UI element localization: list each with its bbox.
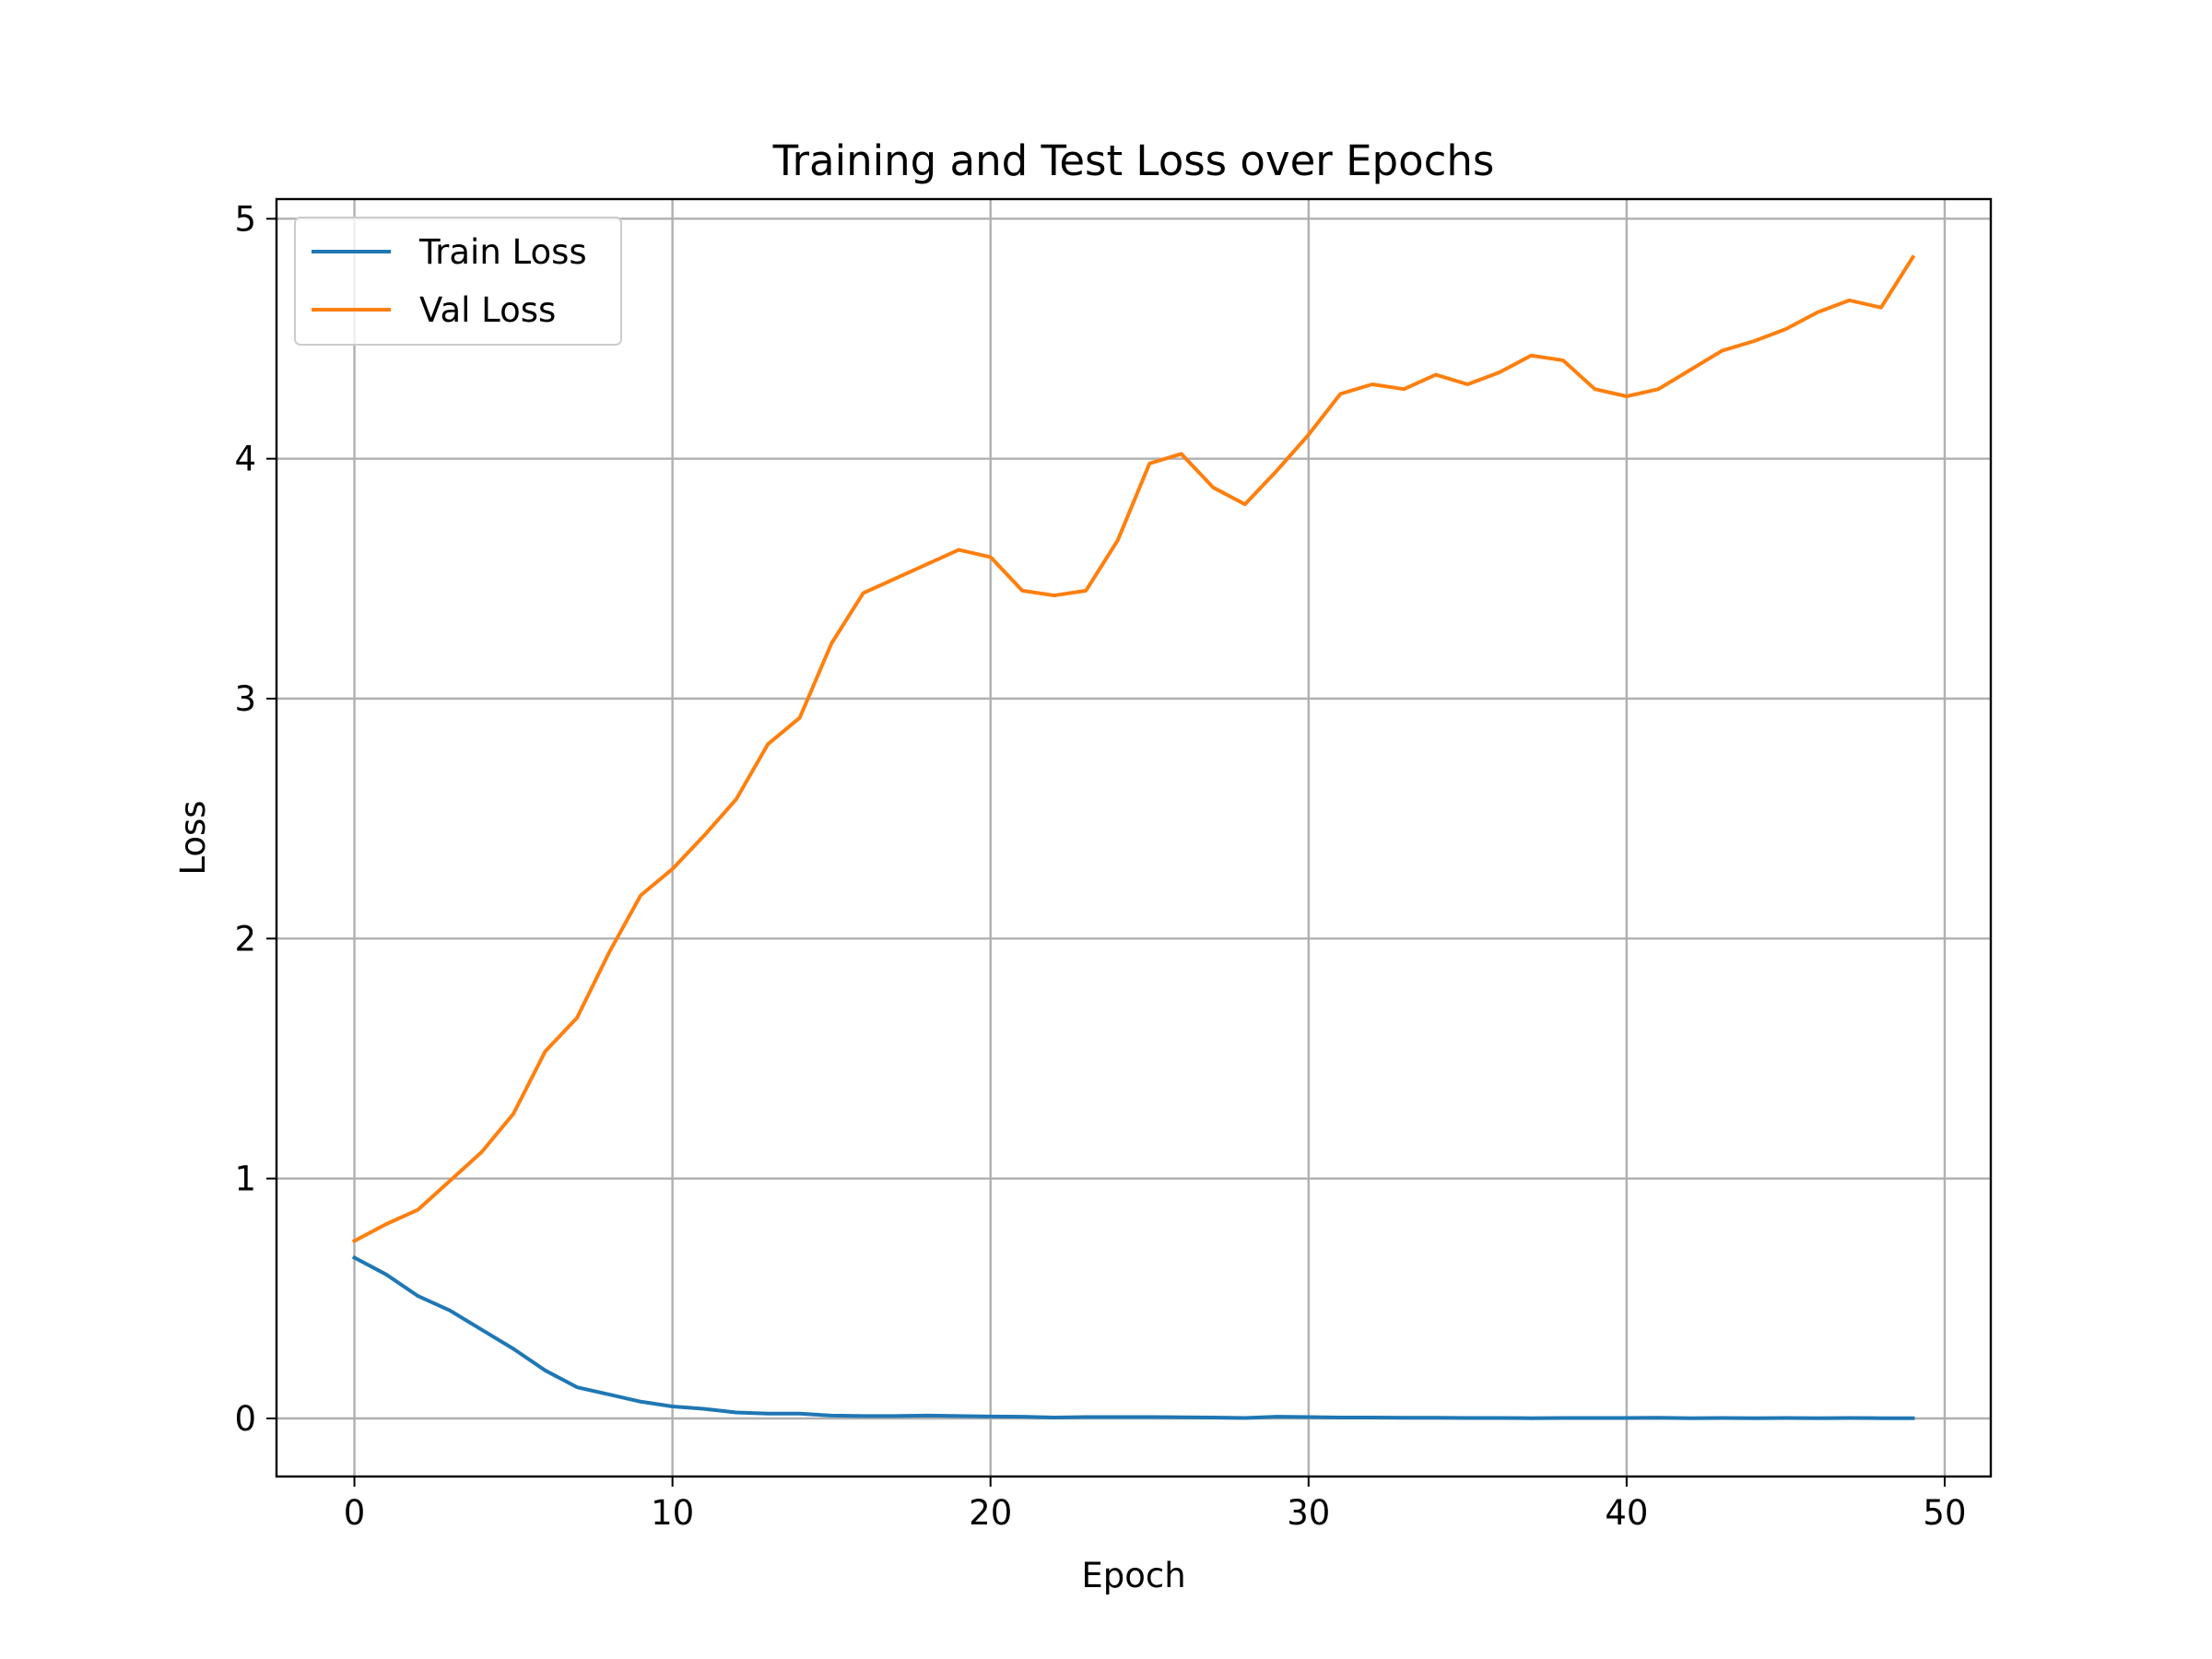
series-line-val-loss (351, 254, 1916, 1244)
series-lines (351, 254, 1916, 1420)
y-tick-label: 1 (234, 1159, 256, 1199)
y-tick-label: 4 (234, 440, 256, 479)
x-axis-label: Epoch (1081, 1556, 1185, 1595)
x-tick-label: 10 (651, 1493, 694, 1533)
legend: Train Loss Val Loss (294, 217, 622, 346)
x-tick-label: 20 (969, 1493, 1012, 1533)
axis-ticks: 0 10 20 30 40 50 0 1 2 3 4 5 (234, 199, 1966, 1533)
x-tick-label: 50 (1923, 1493, 1966, 1533)
legend-label-train-loss: Train Loss (418, 232, 587, 272)
x-tick-label: 30 (1287, 1493, 1330, 1533)
x-tick-label: 0 (344, 1493, 366, 1533)
series-line-train-loss (351, 1254, 1915, 1420)
y-tick-label: 0 (234, 1399, 256, 1439)
legend-label-val-loss: Val Loss (419, 290, 556, 330)
grid-lines (276, 199, 1991, 1477)
legend-box (294, 217, 622, 346)
x-tick-label: 40 (1605, 1493, 1648, 1533)
chart-title: Training and Test Loss over Epochs (772, 136, 1495, 185)
y-tick-label: 2 (234, 919, 256, 959)
plot-frame (275, 197, 1993, 1478)
y-tick-label: 5 (234, 199, 256, 239)
y-tick-label: 3 (234, 679, 256, 719)
y-axis-label: Loss (173, 800, 213, 875)
